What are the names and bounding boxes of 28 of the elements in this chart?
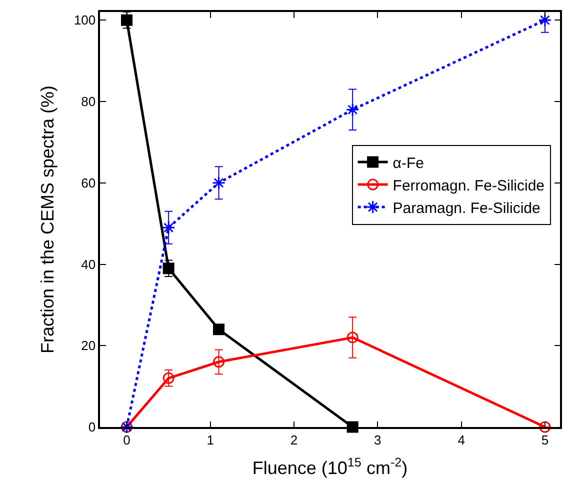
x-tick-label: 5 (541, 432, 549, 448)
point (346, 332, 358, 344)
legend-label: α-Fe (392, 154, 424, 172)
y-tick-label: 40 (81, 256, 96, 272)
x-tick-label: 1 (206, 432, 214, 448)
x-tick-label: 4 (458, 432, 465, 448)
y-tick-label: 60 (81, 175, 96, 190)
y-tick-label: 80 (81, 94, 96, 110)
x-tick-label: 2 (290, 432, 298, 448)
point (346, 102, 360, 116)
y-tick-label: 20 (81, 338, 96, 354)
point (213, 324, 225, 336)
y-tick-label: 100 (74, 12, 96, 28)
x-axis-title: Fluence (10$^{15}$ cm$^{-2}$) (252, 455, 408, 478)
point (162, 372, 174, 384)
point (538, 13, 552, 27)
point (121, 14, 133, 26)
point (212, 176, 226, 190)
legend-label: Ferromagn. Fe-Silicide (392, 177, 545, 194)
x-tick-label: 3 (374, 432, 382, 448)
x-tick-label: 0 (123, 432, 130, 448)
point (539, 421, 551, 433)
y-tick-label: 0 (88, 420, 96, 435)
y-axis-title: Fraction in the CEMS spectra (%) (38, 85, 58, 354)
point (162, 220, 176, 234)
point (162, 262, 174, 274)
legend-label: Paramagn. Fe-Silicide (392, 200, 540, 217)
point (213, 356, 225, 368)
